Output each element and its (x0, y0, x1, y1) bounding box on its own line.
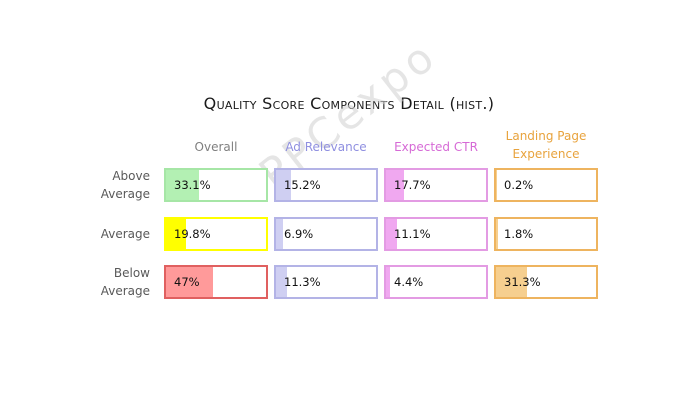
cell-r2-c0: 47% (164, 265, 268, 299)
column-header-2: Expected CTR (394, 140, 478, 154)
column-header-3: Landing Page Experience (505, 129, 587, 161)
value-label: 11.3% (284, 275, 321, 289)
value-label: 0.2% (504, 178, 534, 192)
value-bar (166, 267, 213, 297)
value-bar (386, 170, 404, 200)
cell-r0-c2: 17.7% (384, 168, 488, 202)
cell-r2-c3: 31.3% (494, 265, 598, 299)
cell-r1-c2: 11.1% (384, 217, 488, 251)
row-header-0: Above Average (100, 169, 150, 201)
cell-r0-c0: 33.1% (164, 168, 268, 202)
column-header-1: Ad Relevance (285, 140, 367, 154)
cell-r0-c1: 15.2% (274, 168, 378, 202)
value-label: 17.7% (394, 178, 431, 192)
value-label: 1.8% (504, 227, 534, 241)
value-label: 15.2% (284, 178, 321, 192)
value-bar (276, 219, 283, 249)
value-label: 31.3% (504, 275, 541, 289)
cell-r2-c2: 4.4% (384, 265, 488, 299)
value-label: 6.9% (284, 227, 314, 241)
value-bar (386, 267, 391, 297)
value-bar (276, 267, 288, 297)
value-bar (166, 219, 186, 249)
cell-r0-c3: 0.2% (494, 168, 598, 202)
chart-title: Quality Score Components Detail (hist.) (203, 94, 495, 113)
row-header-1: Average (100, 227, 150, 241)
cell-r1-c1: 6.9% (274, 217, 378, 251)
value-bar (496, 267, 528, 297)
value-label: 19.8% (174, 227, 211, 241)
value-label: 33.1% (174, 178, 211, 192)
value-bar (386, 219, 398, 249)
cell-r2-c1: 11.3% (274, 265, 378, 299)
value-bar (276, 170, 292, 200)
cell-r1-c3: 1.8% (494, 217, 598, 251)
column-header-0: Overall (194, 140, 238, 154)
value-label: 4.4% (394, 275, 424, 289)
cell-r1-c0: 19.8% (164, 217, 268, 251)
value-label: 11.1% (394, 227, 431, 241)
value-bar (496, 219, 498, 249)
value-label: 47% (174, 275, 200, 289)
row-header-2: Below Average (100, 266, 150, 298)
value-bar (166, 170, 200, 200)
